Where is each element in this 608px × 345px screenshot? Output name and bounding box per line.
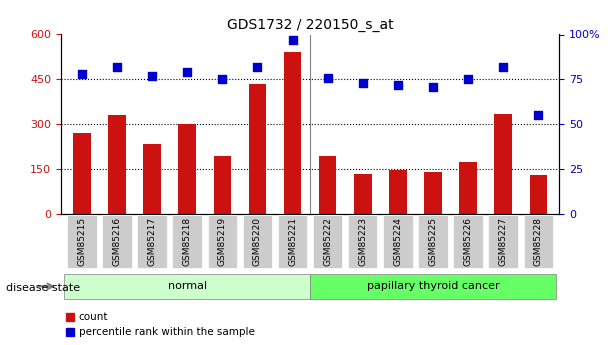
Text: GSM85223: GSM85223 [358, 217, 367, 266]
Bar [108, 115, 126, 214]
Legend: count, percentile rank within the sample: count, percentile rank within the sample [66, 312, 254, 337]
Bar [284, 52, 302, 214]
Point [77, 71, 87, 77]
FancyBboxPatch shape [243, 215, 272, 268]
Bar [389, 170, 407, 214]
Bar [319, 156, 336, 214]
Point [499, 64, 508, 70]
Text: papillary thyroid cancer: papillary thyroid cancer [367, 282, 499, 291]
Text: GSM85221: GSM85221 [288, 217, 297, 266]
FancyBboxPatch shape [278, 215, 307, 268]
Title: GDS1732 / 220150_s_at: GDS1732 / 220150_s_at [227, 18, 393, 32]
FancyBboxPatch shape [64, 274, 310, 299]
Point [182, 69, 192, 75]
Text: disease state: disease state [6, 283, 80, 293]
Text: GSM85224: GSM85224 [393, 217, 402, 266]
Point [463, 77, 473, 82]
Point [533, 112, 543, 118]
FancyBboxPatch shape [418, 215, 447, 268]
FancyBboxPatch shape [67, 215, 97, 268]
Text: normal: normal [168, 282, 207, 291]
Point [252, 64, 262, 70]
Text: GSM85220: GSM85220 [253, 217, 262, 266]
Point [147, 73, 157, 79]
FancyBboxPatch shape [383, 215, 413, 268]
Point [428, 84, 438, 89]
FancyBboxPatch shape [488, 215, 518, 268]
Text: GSM85226: GSM85226 [463, 217, 472, 266]
FancyBboxPatch shape [523, 215, 553, 268]
FancyBboxPatch shape [207, 215, 237, 268]
Point [288, 37, 297, 43]
FancyBboxPatch shape [173, 215, 202, 268]
Bar [143, 144, 161, 214]
Text: GSM85215: GSM85215 [77, 217, 86, 266]
Point [393, 82, 402, 88]
Bar [494, 114, 512, 214]
FancyBboxPatch shape [310, 274, 556, 299]
Text: GSM85217: GSM85217 [148, 217, 157, 266]
Bar [530, 175, 547, 214]
Point [218, 77, 227, 82]
Text: GSM85219: GSM85219 [218, 217, 227, 266]
FancyBboxPatch shape [102, 215, 132, 268]
Bar [354, 174, 371, 214]
Bar [213, 156, 231, 214]
Bar [424, 172, 442, 214]
Text: GSM85218: GSM85218 [182, 217, 192, 266]
FancyBboxPatch shape [348, 215, 378, 268]
Point [323, 75, 333, 80]
Text: GSM85228: GSM85228 [534, 217, 543, 266]
Bar [249, 84, 266, 214]
FancyBboxPatch shape [137, 215, 167, 268]
Text: GSM85216: GSM85216 [112, 217, 122, 266]
Text: GSM85222: GSM85222 [323, 217, 332, 266]
FancyBboxPatch shape [313, 215, 342, 268]
Point [358, 80, 368, 86]
Bar [178, 124, 196, 214]
Point [112, 64, 122, 70]
Text: GSM85225: GSM85225 [429, 217, 438, 266]
Bar [459, 161, 477, 214]
FancyBboxPatch shape [454, 215, 483, 268]
Text: GSM85227: GSM85227 [499, 217, 508, 266]
Bar [73, 133, 91, 214]
